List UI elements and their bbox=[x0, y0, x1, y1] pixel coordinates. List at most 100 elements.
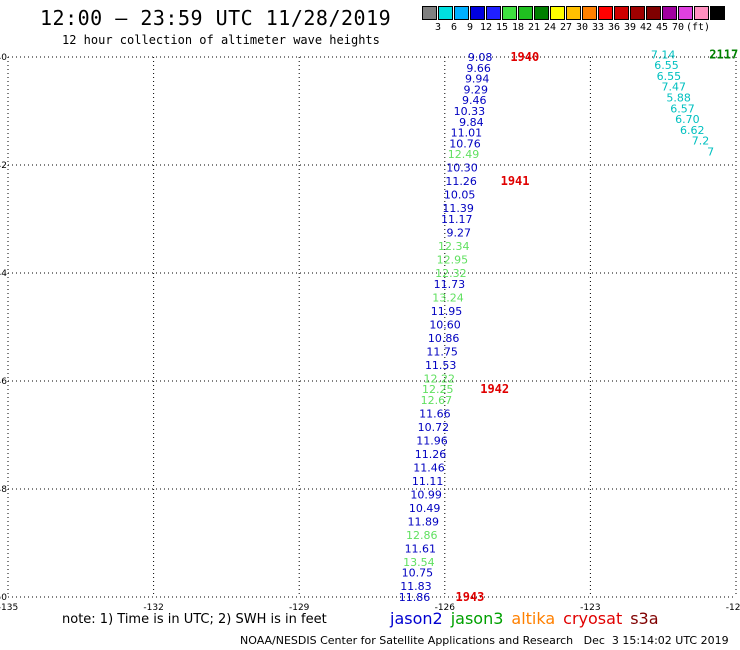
legend-label: 70 bbox=[671, 22, 685, 33]
wave-height-label: 9.46 bbox=[462, 94, 487, 107]
legend-label: 33 bbox=[591, 22, 605, 33]
wave-height-label: 9.94 bbox=[465, 73, 490, 86]
wave-height-label: 10.60 bbox=[429, 318, 461, 331]
wave-height-label: 11.89 bbox=[407, 515, 439, 528]
wave-height-label: 11.01 bbox=[451, 127, 483, 140]
wave-height-label: 7.2 bbox=[692, 135, 710, 148]
wave-height-label: 12.49 bbox=[448, 148, 480, 161]
footer-note: note: 1) Time is in UTC; 2) SWH is in fe… bbox=[62, 612, 327, 627]
pass-time-label: 1942 bbox=[480, 382, 509, 396]
legend-swatch bbox=[534, 6, 549, 20]
wave-height-label: 6.57 bbox=[670, 102, 695, 115]
wave-height-label: 11.53 bbox=[425, 359, 457, 372]
wave-height-label: 6.55 bbox=[657, 70, 682, 83]
wave-height-label: 10.05 bbox=[444, 189, 476, 202]
wave-height-label: 12.25 bbox=[422, 383, 454, 396]
wave-height-label: 11.11 bbox=[412, 475, 444, 488]
wave-height-label: 6.55 bbox=[654, 59, 679, 72]
wave-height-label: 12.67 bbox=[421, 394, 453, 407]
lat-tick-label: 42 bbox=[0, 161, 7, 171]
legend-label: 30 bbox=[575, 22, 589, 33]
legend-swatch bbox=[486, 6, 501, 20]
legend-label: 24 bbox=[543, 22, 557, 33]
satellite-legend-item: jason3 bbox=[450, 609, 504, 628]
wave-height-label: 11.26 bbox=[415, 448, 447, 461]
wave-height-label: 9.27 bbox=[447, 227, 472, 240]
wave-height-label: 9.84 bbox=[459, 116, 484, 129]
wave-height-label: 6.62 bbox=[680, 124, 705, 137]
lon-tick-label: -123 bbox=[580, 603, 600, 613]
wave-height-label: 10.76 bbox=[449, 137, 481, 150]
legend-swatch bbox=[614, 6, 629, 20]
legend-swatch bbox=[694, 6, 709, 20]
wave-height-label: 10.72 bbox=[418, 421, 450, 434]
legend-swatch bbox=[438, 6, 453, 20]
legend-label: 27 bbox=[559, 22, 573, 33]
legend-swatch bbox=[550, 6, 565, 20]
map-grid bbox=[7, 56, 737, 598]
wave-height-label: 12.22 bbox=[423, 372, 455, 385]
satellite-legend: jason2 jason3 altika cryosat s3a bbox=[390, 609, 667, 628]
legend-swatch bbox=[678, 6, 693, 20]
legend-labels: 3 6 9 12 15 18 21 24 27 30 33 36 39 42 45 70 (ft) bbox=[422, 20, 726, 34]
wave-height-label: 7 bbox=[707, 146, 714, 159]
legend-label: 6 bbox=[450, 22, 458, 33]
legend-swatch bbox=[598, 6, 613, 20]
wave-height-label: 11.66 bbox=[419, 407, 451, 420]
pass-time-label: 1943 bbox=[455, 590, 484, 604]
wave-height-label: 10.99 bbox=[410, 488, 442, 501]
legend-swatch bbox=[470, 6, 485, 20]
wave-height-label: 11.73 bbox=[434, 278, 466, 291]
wave-height-label: 12.86 bbox=[406, 529, 438, 542]
wave-height-label: 10.86 bbox=[428, 332, 460, 345]
wave-height-label: 9.66 bbox=[466, 62, 491, 75]
wave-height-label: 13.54 bbox=[403, 556, 435, 569]
lon-tick-label: -120 bbox=[726, 603, 740, 613]
legend-swatch bbox=[502, 6, 517, 20]
wave-height-label: 7.47 bbox=[662, 81, 687, 94]
legend-unit: (ft) bbox=[686, 22, 711, 33]
lon-tick-label: -132 bbox=[143, 603, 163, 613]
wave-height-label: 11.95 bbox=[431, 305, 463, 318]
wave-height-label: 11.96 bbox=[416, 434, 448, 447]
lon-tick-label: -135 bbox=[0, 603, 18, 613]
legend-label: 36 bbox=[607, 22, 621, 33]
lat-tick-label: 44 bbox=[0, 269, 7, 279]
legend-swatch bbox=[662, 6, 677, 20]
legend-label: 45 bbox=[655, 22, 669, 33]
legend-swatch bbox=[710, 6, 725, 20]
page-title: 12:00 – 23:59 UTC 11/28/2019 bbox=[40, 6, 392, 30]
legend-swatches bbox=[422, 6, 726, 20]
pass-time-label: 1941 bbox=[501, 174, 530, 188]
altimeter-tracks: 9.089.669.949.299.4610.339.8411.0110.761… bbox=[399, 47, 738, 604]
legend-label: 18 bbox=[511, 22, 525, 33]
credit-line: NOAA/NESDIS Center for Satellite Applica… bbox=[240, 634, 729, 647]
wave-height-label: 12.34 bbox=[438, 240, 470, 253]
wave-height-label: 9.29 bbox=[463, 83, 488, 96]
lat-tick-label: 50 bbox=[0, 593, 7, 603]
lon-tick-label: -129 bbox=[289, 603, 310, 613]
legend-swatch bbox=[422, 6, 437, 20]
legend-swatch bbox=[454, 6, 469, 20]
legend-label: 39 bbox=[623, 22, 637, 33]
wave-height-label: 11.26 bbox=[445, 175, 477, 188]
satellite-legend-item: s3a bbox=[630, 609, 659, 628]
lon-tick-label: -126 bbox=[435, 603, 456, 613]
legend-swatch bbox=[630, 6, 645, 20]
wave-height-label: 10.75 bbox=[402, 567, 434, 580]
legend-label: 12 bbox=[479, 22, 493, 33]
wave-height-label: 10.30 bbox=[446, 162, 478, 175]
wave-height-label: 13.24 bbox=[432, 291, 464, 304]
wave-height-label: 11.61 bbox=[405, 542, 437, 555]
legend-swatch bbox=[646, 6, 661, 20]
wave-height-label: 12.32 bbox=[435, 267, 467, 280]
pass-time-label: 2117 bbox=[709, 47, 738, 61]
legend-label: 42 bbox=[639, 22, 653, 33]
wave-height-label: 9.08 bbox=[468, 51, 493, 64]
legend-label: 3 bbox=[434, 22, 442, 33]
wave-height-label: 10.49 bbox=[409, 502, 441, 515]
wave-height-label: 12.95 bbox=[437, 254, 469, 267]
legend-swatch bbox=[582, 6, 597, 20]
legend-label: 21 bbox=[527, 22, 541, 33]
